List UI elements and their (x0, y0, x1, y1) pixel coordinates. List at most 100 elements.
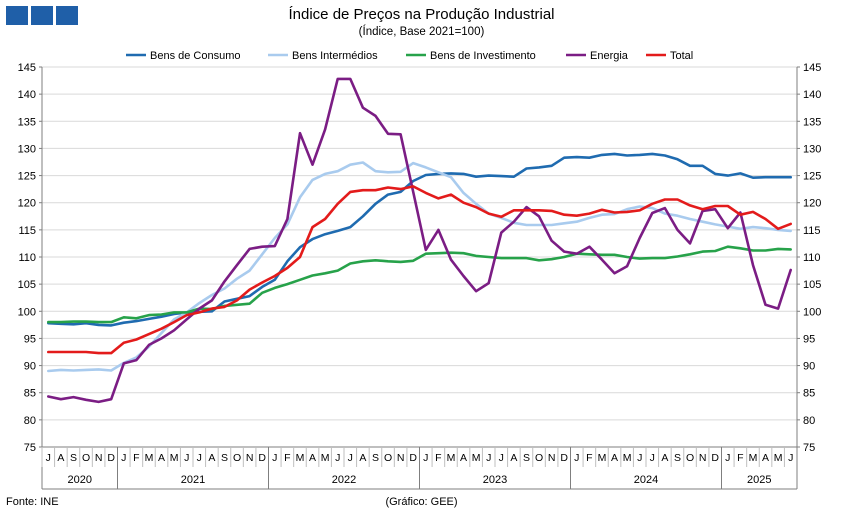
month-label: D (107, 452, 115, 464)
month-label: N (699, 452, 707, 464)
month-label: M (774, 452, 783, 464)
credit-note: (Gráfico: GEE) (385, 496, 458, 508)
year-label: 2023 (483, 474, 507, 486)
y-tick-label-right: 100 (803, 306, 821, 318)
y-tick-label-left: 135 (18, 116, 36, 128)
y-tick-label-right: 110 (803, 252, 821, 264)
y-tick-label-left: 140 (18, 89, 36, 101)
month-label: A (208, 452, 215, 464)
month-label: A (762, 452, 769, 464)
month-label: J (348, 452, 353, 464)
y-tick-label-right: 140 (803, 89, 821, 101)
y-tick-label-right: 95 (803, 333, 815, 345)
y-tick-label-right: 135 (803, 116, 821, 128)
y-tick-label-left: 85 (24, 388, 36, 400)
y-tick-label-left: 120 (18, 198, 36, 210)
month-label: J (486, 452, 491, 464)
year-label: 2020 (68, 474, 92, 486)
y-tick-label-right: 120 (803, 198, 821, 210)
month-label: A (158, 452, 165, 464)
month-label: J (788, 452, 793, 464)
source-note: Fonte: INE (6, 496, 59, 508)
year-label: 2022 (332, 474, 356, 486)
month-label: S (70, 452, 77, 464)
ministry-logo (6, 6, 81, 30)
y-tick-label-right: 75 (803, 442, 815, 454)
series-line-bens-de-investimento (46, 245, 793, 324)
month-label: A (611, 452, 618, 464)
legend-label: Bens Intermédios (292, 50, 378, 62)
month-label: M (447, 452, 456, 464)
series-line-total (46, 185, 793, 355)
month-label: M (296, 452, 305, 464)
month-label: J (335, 452, 340, 464)
y-tick-label-left: 130 (18, 143, 36, 155)
month-label: F (284, 452, 290, 464)
logo-block (56, 6, 78, 25)
y-tick-label-left: 145 (18, 62, 36, 74)
legend-label: Bens de Investimento (430, 50, 536, 62)
legend-label: Total (670, 50, 693, 62)
month-label: M (145, 452, 154, 464)
month-label: J (650, 452, 655, 464)
y-tick-label-right: 90 (803, 361, 815, 373)
month-label: S (523, 452, 530, 464)
y-tick-label-right: 80 (803, 415, 815, 427)
month-label: J (499, 452, 504, 464)
month-label: J (423, 452, 428, 464)
month-label: F (435, 452, 441, 464)
month-label: J (725, 452, 730, 464)
month-label: M (598, 452, 607, 464)
y-tick-label-right: 85 (803, 388, 815, 400)
month-label: O (535, 452, 543, 464)
year-label: 2021 (181, 474, 205, 486)
month-label: A (460, 452, 467, 464)
month-label: O (233, 452, 241, 464)
month-label: O (384, 452, 392, 464)
month-label: N (95, 452, 103, 464)
legend-label: Bens de Consumo (150, 50, 241, 62)
month-label: N (397, 452, 405, 464)
y-tick-label-right: 130 (803, 143, 821, 155)
y-tick-label-left: 75 (24, 442, 36, 454)
chart-title: Índice de Preços na Produção Industrial (288, 6, 555, 23)
chart-subtitle: (Índice, Base 2021=100) (358, 26, 485, 38)
y-tick-label-right: 105 (803, 279, 821, 291)
month-label: A (661, 452, 668, 464)
month-label: A (510, 452, 517, 464)
month-label: J (184, 452, 189, 464)
legend-label: Energia (590, 50, 629, 62)
y-tick-label-left: 125 (18, 171, 36, 183)
month-label: J (272, 452, 277, 464)
y-tick-label-left: 80 (24, 415, 36, 427)
month-label: N (246, 452, 254, 464)
month-label: F (737, 452, 743, 464)
month-label: F (586, 452, 592, 464)
logo-block (31, 6, 53, 25)
month-label: D (560, 452, 568, 464)
logo-block (6, 6, 28, 25)
y-tick-label-right: 145 (803, 62, 821, 74)
y-tick-label-left: 110 (18, 252, 36, 264)
year-label: 2025 (747, 474, 771, 486)
y-tick-label-left: 100 (18, 306, 36, 318)
month-label: O (82, 452, 90, 464)
month-label: J (574, 452, 579, 464)
month-label: N (548, 452, 556, 464)
month-label: A (359, 452, 366, 464)
y-tick-label-left: 115 (18, 225, 36, 237)
year-label: 2024 (634, 474, 658, 486)
month-label: D (711, 452, 719, 464)
series-line-energia (46, 77, 793, 404)
series-line-bens-de-consumo (46, 152, 793, 327)
month-label: S (372, 452, 379, 464)
month-label: J (121, 452, 126, 464)
y-tick-label-left: 105 (18, 279, 36, 291)
y-tick-label-left: 90 (24, 361, 36, 373)
month-label: D (409, 452, 417, 464)
month-label: M (623, 452, 632, 464)
month-label: J (46, 452, 51, 464)
month-label: M (749, 452, 758, 464)
month-label: O (686, 452, 694, 464)
